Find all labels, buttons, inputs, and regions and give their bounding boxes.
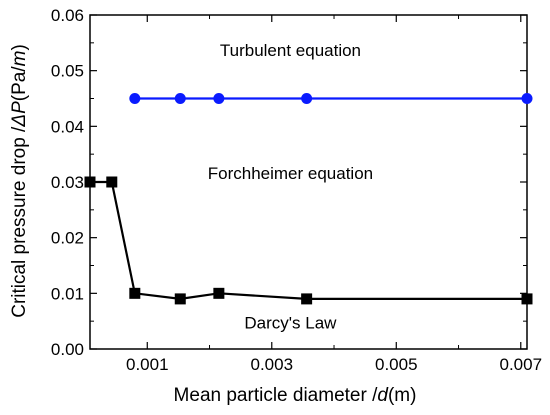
y-tick-label: 0.04 (51, 117, 84, 136)
x-tick-label: 0.007 (500, 355, 543, 374)
y-tick-label: 0.00 (51, 340, 84, 359)
series-0-point (521, 93, 533, 104)
series-0-point (213, 93, 225, 104)
series-1-point (521, 293, 533, 305)
annotation-label: Darcy's Law (244, 313, 337, 332)
series-1-point (106, 176, 118, 188)
annotation-label: Forchheimer equation (208, 164, 373, 183)
series-1-point (84, 176, 96, 188)
series-1-point (301, 293, 313, 305)
series-0-point (174, 93, 186, 104)
series-1-point (129, 287, 141, 299)
annotation-label: Turbulent equation (220, 41, 361, 60)
series-1-point (213, 287, 225, 299)
y-axis-title: Critical pressure drop /ΔP(Pa/m) (9, 44, 30, 318)
series-1-line (90, 180, 527, 301)
x-tick-label: 0.001 (126, 355, 169, 374)
x-tick-label: 0.005 (375, 355, 418, 374)
x-tick-label: 0.003 (250, 355, 293, 374)
y-tick-label: 0.06 (51, 6, 84, 25)
series-0-point (301, 93, 313, 104)
x-axis-title: Mean particle diameter /d(m) (174, 385, 417, 406)
y-tick-label: 0.02 (51, 229, 84, 248)
axes-layer: 0.00 0.01 0.02 0.03 0.04 0.05 0.06 0.001 0.003 0.… (51, 6, 542, 374)
y-tick-label: 0.01 (51, 284, 84, 303)
series-1-point (174, 293, 186, 305)
y-tick-label: 0.05 (51, 62, 84, 81)
series-layer (84, 93, 533, 305)
annotation-layer: Turbulent equation Forchheimer equation Da… (208, 41, 373, 332)
y-tick-label: 0.03 (51, 173, 84, 192)
series-0-point (129, 93, 141, 104)
